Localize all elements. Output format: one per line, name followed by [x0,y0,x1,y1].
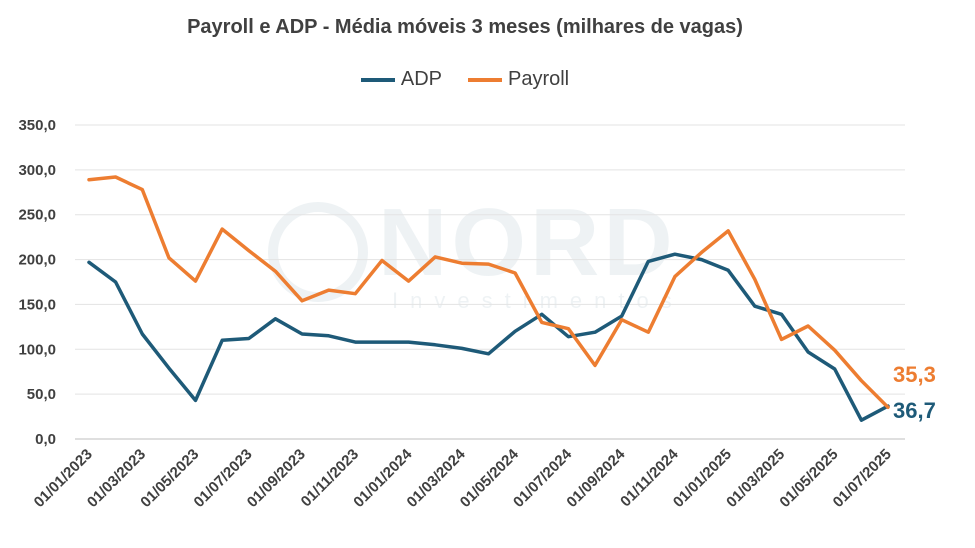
legend-item-adp: ADP [360,68,442,91]
grid-lines [75,124,905,440]
legend-swatch-payroll [467,77,502,82]
series-line-adp [87,252,890,422]
end-label-payroll: 35,3 [893,362,936,387]
series-line-payroll [87,175,890,410]
y-tick-label: 300,0 [18,162,56,179]
end-label-adp: 36,7 [893,398,936,423]
y-axis-ticks: 0,0 50,0 100,0 150,0 200,0 250,0 300,0 350,0 [18,117,56,448]
legend-label-adp: ADP [400,68,442,90]
legend-label-payroll: Payroll [507,68,570,90]
y-tick-label: 200,0 [18,252,56,269]
y-tick-label: 350,0 [18,117,56,134]
chart-title: Payroll e ADP - Média móveis 3 meses (mi… [187,16,743,38]
y-tick-label: 250,0 [18,207,56,224]
legend-swatch-adp [360,77,395,82]
legend: ADP Payroll [0,68,930,91]
x-tick-label: 01/07/2025 [830,446,895,511]
end-labels: 35,3 36,7 [893,362,936,423]
series-lines [87,175,890,422]
y-tick-label: 100,0 [18,341,56,358]
legend-item-payroll: Payroll [467,68,570,91]
x-axis-ticks: 01/01/202301/03/202301/05/202301/07/2023… [31,445,895,511]
y-tick-label: 150,0 [18,296,56,313]
y-tick-label: 50,0 [27,386,56,403]
y-tick-label: 0,0 [35,431,56,448]
